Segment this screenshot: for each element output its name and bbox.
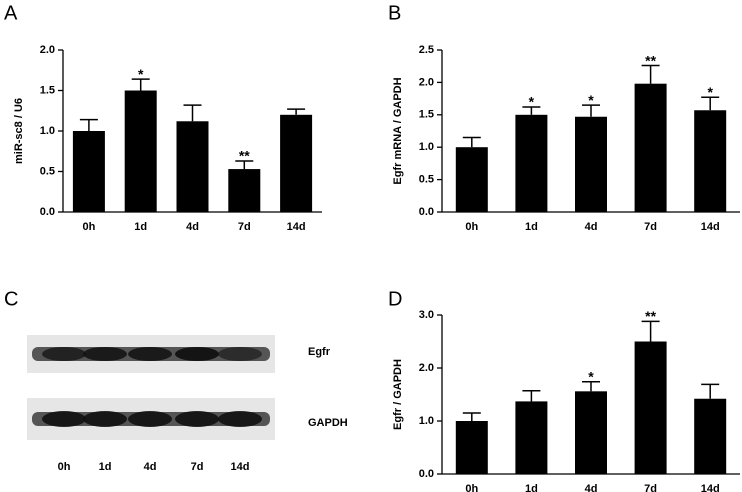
x-tick-label: 14d	[701, 221, 720, 233]
y-tick-label: 0.0	[40, 206, 55, 218]
panel-label: B	[388, 2, 401, 24]
y-tick-label: 0.5	[40, 165, 55, 177]
blot-band	[175, 411, 219, 427]
x-tick-label: 1d	[134, 221, 147, 233]
significance: *	[588, 92, 594, 108]
x-tick-label: 4d	[585, 221, 598, 233]
bar	[694, 110, 727, 212]
band-label: Egfr	[308, 346, 331, 358]
x-tick-label: 0h	[465, 221, 478, 233]
y-axis-label: Egfr mRNA / GAPDH	[392, 77, 404, 184]
bar	[176, 121, 209, 212]
significance: **	[645, 308, 656, 324]
lane-label: 0h	[58, 461, 71, 473]
bar	[515, 401, 548, 474]
blot-band	[42, 411, 86, 427]
significance: *	[529, 94, 535, 110]
x-tick-label: 7d	[238, 221, 251, 233]
band-label: GAPDH	[308, 417, 348, 429]
bar	[72, 131, 105, 212]
y-tick-label: 1.0	[419, 141, 434, 153]
y-tick-label: 2.5	[419, 44, 434, 56]
blot-band	[218, 411, 262, 427]
y-tick-label: 1.0	[40, 125, 55, 137]
y-axis-label: miR-sc8 / U6	[13, 98, 25, 164]
blot-band	[218, 347, 262, 361]
blot-band	[128, 411, 172, 427]
x-tick-label: 0h	[465, 483, 478, 492]
y-tick-label: 1.0	[419, 415, 434, 427]
bar	[515, 114, 548, 212]
y-axis-label: Egfr / GAPDH	[392, 359, 404, 430]
panel-label: A	[4, 2, 18, 24]
y-tick-label: 0.0	[419, 468, 434, 480]
lane-label: 1d	[99, 461, 112, 473]
y-tick-label: 2.0	[419, 76, 434, 88]
y-tick-label: 1.5	[40, 84, 55, 96]
x-tick-label: 1d	[525, 221, 538, 233]
y-tick-label: 0.0	[419, 206, 434, 218]
bar	[124, 90, 157, 212]
bar	[634, 83, 667, 212]
bar	[575, 116, 607, 212]
bar	[575, 391, 607, 474]
x-tick-label: 4d	[585, 483, 598, 492]
x-tick-label: 14d	[701, 483, 720, 492]
bar	[455, 147, 488, 212]
bar	[694, 398, 727, 474]
x-tick-label: 0h	[82, 221, 95, 233]
significance: *	[138, 66, 144, 82]
y-tick-label: 0.5	[419, 174, 434, 186]
panel-label: D	[388, 288, 402, 310]
x-tick-label: 7d	[644, 221, 657, 233]
significance: *	[588, 368, 594, 384]
blot-band	[83, 411, 127, 427]
lane-label: 14d	[231, 461, 250, 473]
y-tick-label: 3.0	[419, 309, 434, 321]
bar	[634, 341, 667, 474]
significance: **	[645, 52, 656, 68]
significance: **	[239, 148, 250, 164]
x-tick-label: 7d	[644, 483, 657, 492]
lane-label: 4d	[144, 461, 157, 473]
panel-label: C	[4, 288, 18, 310]
blot-band	[83, 347, 127, 361]
blot-band	[175, 347, 219, 361]
blot-band	[42, 347, 86, 361]
y-tick-label: 2.0	[40, 44, 55, 56]
x-tick-label: 1d	[525, 483, 538, 492]
bar	[228, 169, 261, 212]
significance: *	[707, 84, 713, 100]
blot-band	[128, 347, 172, 361]
y-tick-label: 2.0	[419, 362, 434, 374]
lane-label: 7d	[191, 461, 204, 473]
y-tick-label: 1.5	[419, 109, 434, 121]
x-tick-label: 4d	[186, 221, 199, 233]
x-tick-label: 14d	[287, 221, 306, 233]
bar	[280, 114, 313, 212]
bar	[455, 421, 488, 474]
